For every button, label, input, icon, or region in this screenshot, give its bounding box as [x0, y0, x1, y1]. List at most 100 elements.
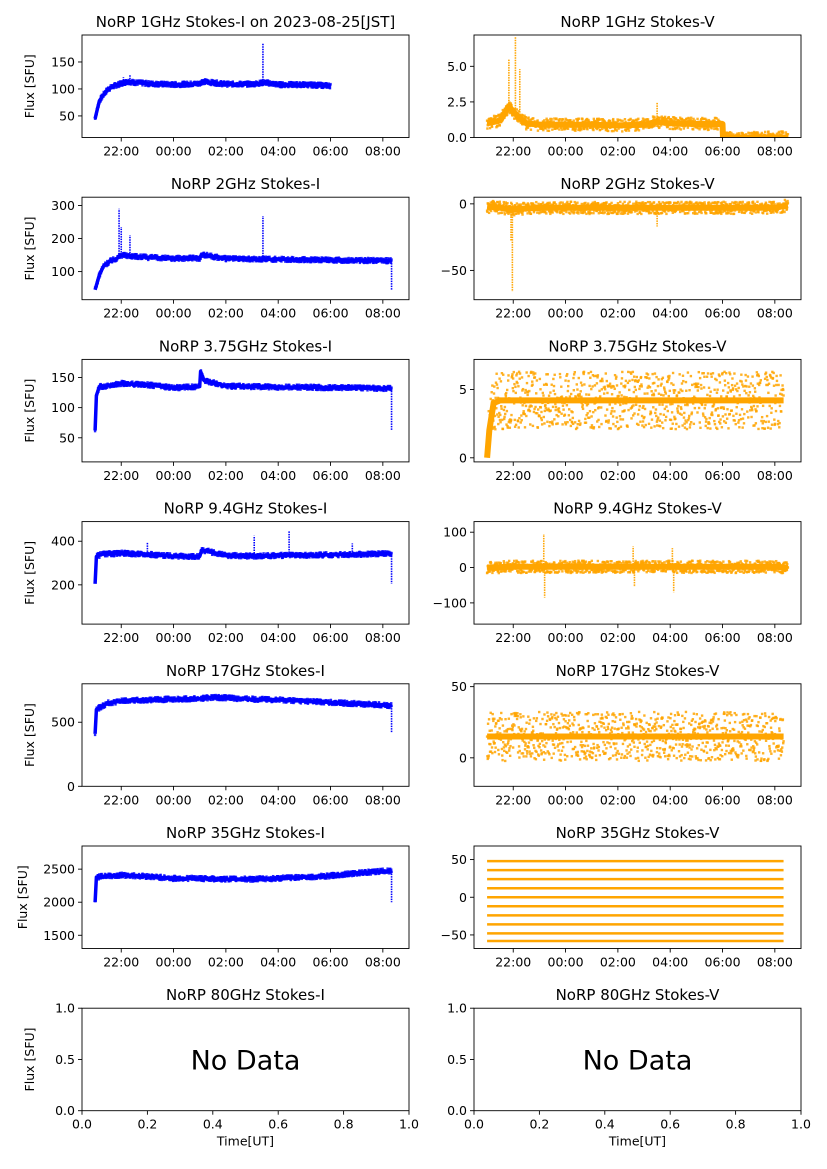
- data-point: [678, 202, 681, 205]
- data-point: [386, 257, 389, 260]
- data-point: [642, 127, 645, 130]
- data-point: [355, 256, 358, 260]
- data-point: [301, 85, 304, 88]
- data-point: [540, 210, 544, 213]
- data-point: [710, 127, 713, 130]
- data-point: [780, 138, 782, 140]
- data-point: [569, 424, 573, 428]
- data-point: [675, 201, 679, 205]
- data-point: [770, 139, 772, 141]
- data-point: [350, 261, 353, 264]
- data-point: [720, 201, 724, 204]
- data-point: [581, 407, 585, 411]
- data-point: [280, 260, 283, 263]
- data-point: [540, 410, 543, 414]
- data-point: [704, 127, 707, 130]
- data-point: [730, 131, 733, 135]
- data-point: [571, 211, 574, 214]
- data-point: [307, 384, 310, 387]
- data-point: [372, 256, 375, 260]
- data-point: [726, 210, 729, 213]
- data-point: [596, 420, 599, 423]
- data-point: [564, 120, 567, 123]
- data-point: [723, 140, 725, 142]
- data-point: [670, 119, 674, 122]
- data-point: [208, 378, 212, 382]
- data-point: [609, 211, 613, 214]
- data-point: [361, 384, 364, 388]
- data-point: [629, 117, 632, 121]
- data-point: [588, 416, 591, 419]
- data-point: [580, 384, 584, 387]
- data-point: [358, 257, 361, 260]
- data-point: [600, 118, 603, 121]
- axes-frame: [81, 196, 410, 301]
- data-point: [552, 384, 556, 388]
- data-point: [597, 418, 600, 422]
- data-point: [494, 428, 497, 431]
- data-point: [584, 201, 587, 205]
- data-point: [296, 260, 299, 263]
- x-tick-label: 00:00: [548, 144, 584, 159]
- data-point: [772, 211, 775, 214]
- data-point: [578, 423, 582, 427]
- data-point: [521, 211, 524, 215]
- data-point: [588, 212, 591, 216]
- data-point: [587, 118, 590, 122]
- data-point: [576, 201, 579, 204]
- y-tick-label: 0: [459, 196, 467, 211]
- data-point: [545, 383, 548, 386]
- data-point: [532, 410, 536, 414]
- data-point: [562, 408, 565, 411]
- data-point: [712, 201, 715, 205]
- data-point: [549, 212, 552, 216]
- data-point: [252, 382, 256, 386]
- data-point: [544, 404, 547, 407]
- data-point: [648, 211, 651, 214]
- data-point: [680, 200, 683, 204]
- x-tick-label: 22:00: [495, 306, 531, 321]
- data-point: [690, 201, 693, 204]
- data-point: [515, 108, 519, 111]
- data-point: [541, 201, 545, 204]
- data-point: [338, 388, 341, 391]
- data-point: [510, 413, 513, 417]
- data-point: [131, 380, 134, 383]
- y-tick-label: 150: [51, 54, 75, 69]
- data-point: [264, 383, 267, 386]
- data-point: [277, 388, 280, 391]
- data-point: [513, 107, 517, 111]
- data-point: [738, 200, 741, 204]
- data-point: [172, 81, 175, 84]
- data-point: [564, 421, 567, 424]
- data-point: [740, 140, 742, 142]
- data-point: [242, 387, 246, 390]
- data-point: [659, 124, 663, 127]
- y-tick-label: 300: [51, 198, 75, 213]
- data-point: [535, 200, 538, 204]
- data-point: [327, 256, 330, 259]
- data-point: [641, 201, 645, 204]
- data-point: [347, 256, 350, 260]
- data-point: [313, 81, 317, 85]
- data-point: [701, 202, 705, 205]
- data-point: [755, 138, 757, 140]
- data-point: [658, 116, 661, 119]
- data-point: [715, 117, 718, 120]
- data-point: [593, 374, 596, 378]
- data-point: [763, 140, 765, 142]
- data-point: [183, 259, 186, 262]
- data-point: [579, 422, 582, 425]
- data-point: [139, 253, 142, 256]
- axes-frame: [81, 34, 410, 138]
- y-axis-label: Flux [SFU]: [22, 216, 37, 280]
- data-point: [775, 139, 777, 141]
- data-point: [554, 203, 558, 206]
- data-point: [763, 209, 766, 213]
- data-point: [310, 260, 313, 264]
- data-point: [749, 141, 751, 143]
- data-point: [735, 139, 737, 141]
- data-point: [184, 85, 188, 88]
- data-point: [490, 391, 493, 394]
- data-point: [524, 117, 527, 120]
